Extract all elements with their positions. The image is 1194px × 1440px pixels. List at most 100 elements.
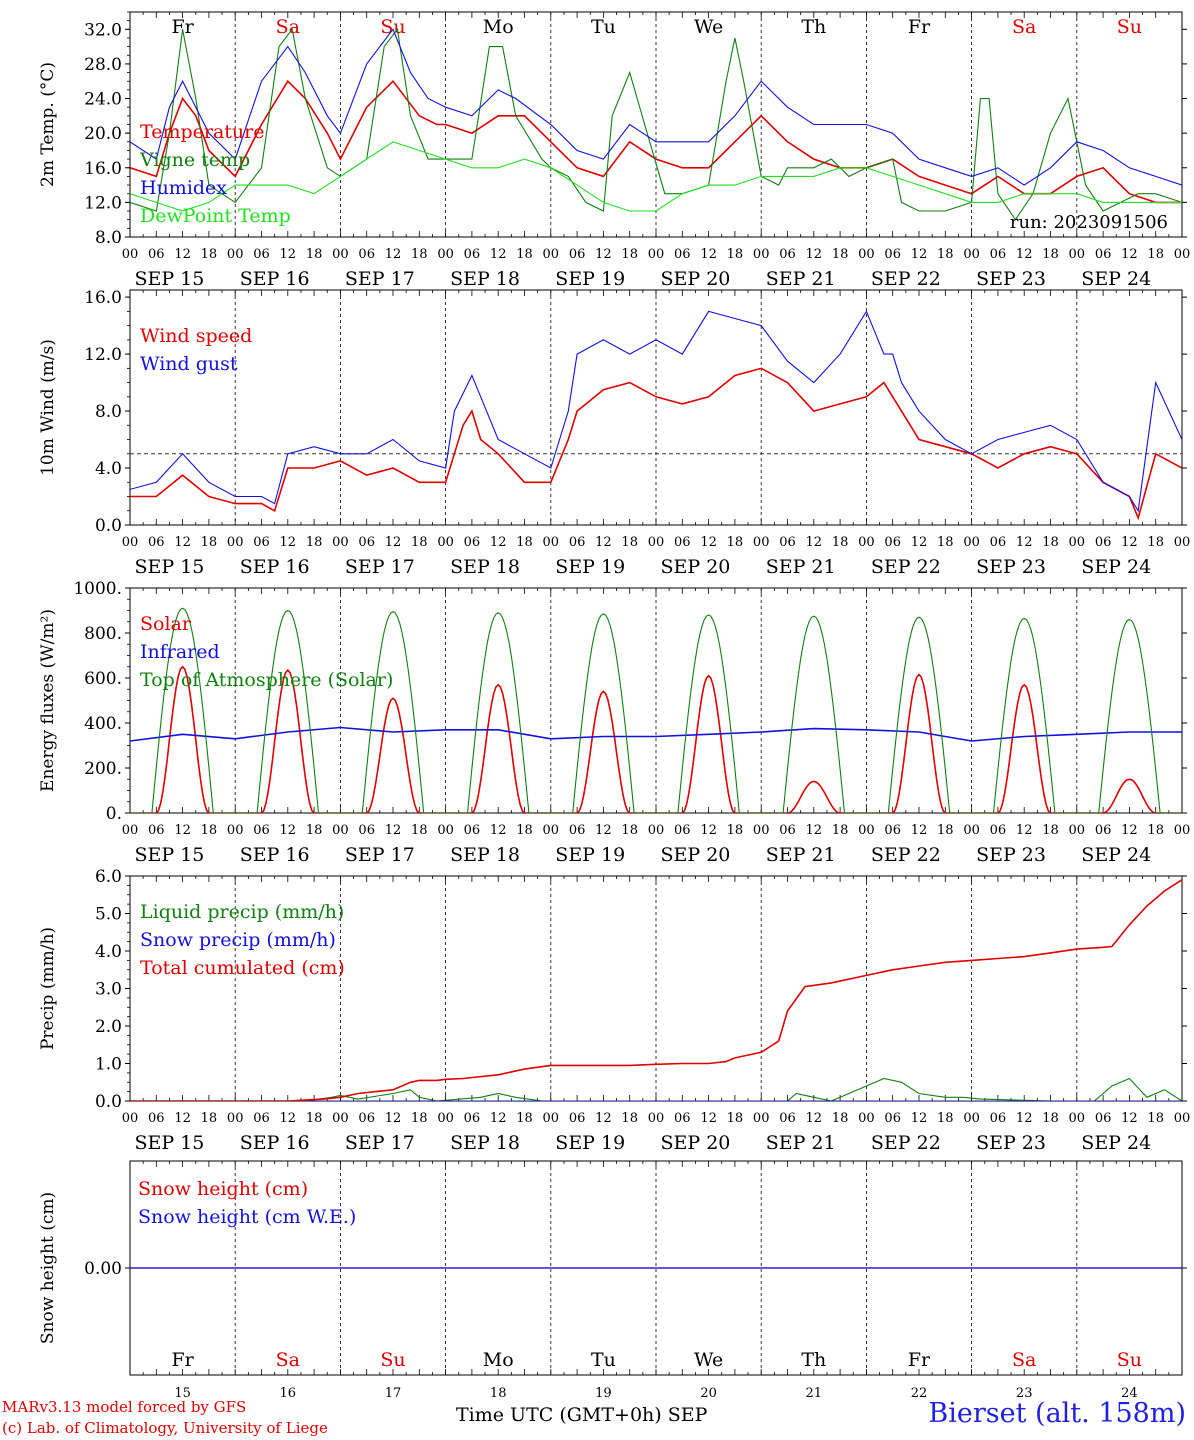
model-credit: MARv3.13 model forced by GFS (2, 1398, 247, 1416)
panel-4: 0.0 1.0 2.0 3.0 4.0 5.0 6.0 Precip (mm/h) 00 06 12… (38, 867, 1190, 1154)
series-line (130, 141, 1182, 212)
hour-label: 06 (674, 247, 691, 262)
series-line (130, 879, 1182, 1101)
hour-label: 06 (990, 535, 1007, 550)
hour-label: 12 (174, 823, 191, 838)
hour-label: 18 (306, 247, 323, 262)
hour-label: 18 (411, 823, 428, 838)
hour-label: 06 (358, 823, 375, 838)
weekday-label: Su (380, 1349, 405, 1371)
hour-label: 12 (174, 1111, 191, 1126)
hour-label: 18 (306, 1111, 323, 1126)
hour-label: 18 (1147, 247, 1164, 262)
hour-label: 18 (516, 535, 533, 550)
hour-label: 18 (411, 247, 428, 262)
hour-label: 00 (543, 823, 560, 838)
hour-label: 18 (516, 823, 533, 838)
weekday-label: Th (801, 16, 826, 38)
hour-label: 00 (963, 1111, 980, 1126)
hour-label: 18 (1042, 1111, 1059, 1126)
hour-label: 06 (779, 535, 796, 550)
hour-label: 12 (595, 535, 612, 550)
hour-label: 18 (832, 823, 849, 838)
date-label: SEP 22 (871, 1132, 941, 1154)
lab-credit: (c) Lab. of Climatology, University of L… (2, 1419, 328, 1437)
hour-label: 06 (990, 823, 1007, 838)
series-line (130, 1077, 1182, 1101)
hour-label: 12 (490, 1111, 507, 1126)
hour-label: 12 (595, 247, 612, 262)
hour-label: 12 (1016, 823, 1033, 838)
hour-label: 00 (332, 823, 349, 838)
legend-entry: Humidex (140, 177, 227, 199)
hour-label: 12 (174, 535, 191, 550)
y-tick-label: 24.0 (84, 90, 122, 110)
hour-label: 18 (1147, 823, 1164, 838)
hour-label: 18 (1042, 247, 1059, 262)
y-tick-label: 0.0 (95, 1092, 122, 1112)
day-number-label: 24 (1121, 1386, 1138, 1401)
date-label: SEP 22 (871, 268, 941, 290)
hour-label: 06 (253, 1111, 270, 1126)
date-label: SEP 15 (135, 268, 205, 290)
hour-label: 12 (911, 823, 928, 838)
y-tick-label: 20.0 (84, 124, 122, 144)
hour-label: 06 (884, 1111, 901, 1126)
hour-label: 06 (1095, 823, 1112, 838)
day-number-label: 17 (385, 1386, 402, 1401)
hour-label: 06 (464, 535, 481, 550)
legend-entry: Infrared (140, 641, 220, 663)
hour-label: 06 (569, 823, 586, 838)
hour-label: 18 (621, 535, 638, 550)
hour-label: 18 (201, 247, 218, 262)
hour-label: 00 (122, 823, 139, 838)
weekday-label: Su (380, 16, 405, 38)
hour-label: 00 (1069, 535, 1086, 550)
date-label: SEP 20 (661, 268, 731, 290)
date-label: SEP 21 (766, 268, 836, 290)
date-label: SEP 21 (766, 556, 836, 578)
hour-label: 18 (727, 1111, 744, 1126)
hour-label: 12 (385, 823, 402, 838)
hour-label: 00 (753, 823, 770, 838)
hour-label: 06 (779, 1111, 796, 1126)
hour-label: 00 (753, 1111, 770, 1126)
date-label: SEP 15 (135, 1132, 205, 1154)
day-number-label: 22 (911, 1386, 928, 1401)
y-tick-label: 32.0 (84, 20, 122, 40)
legend-entry: Top of Atmosphere (Solar) (140, 669, 393, 691)
hour-label: 18 (1147, 535, 1164, 550)
hour-label: 06 (358, 535, 375, 550)
hour-label: 18 (516, 247, 533, 262)
panel-3: 0. 200. 400. 600. 800. 1000. Energy fluxes (W/… (38, 579, 1190, 866)
y-tick-label: 0.0 (95, 516, 122, 536)
hour-label: 00 (1174, 535, 1191, 550)
date-label: SEP 18 (450, 844, 520, 866)
hour-label: 06 (569, 247, 586, 262)
hour-label: 12 (490, 535, 507, 550)
station-name: Bierset (alt. 158m) (928, 1398, 1186, 1429)
legend-entry: Wind gust (140, 353, 238, 375)
x-axis-month: SEP (667, 1404, 708, 1426)
legend-entry: Liquid precip (mm/h) (140, 901, 344, 923)
hour-label: 06 (1095, 247, 1112, 262)
day-number-label: 23 (1016, 1386, 1033, 1401)
day-number-label: 19 (595, 1386, 612, 1401)
date-label: SEP 20 (661, 844, 731, 866)
hour-label: 00 (227, 823, 244, 838)
series-line (130, 665, 1182, 813)
hour-label: 00 (1174, 247, 1191, 262)
hour-label: 18 (937, 535, 954, 550)
date-label: SEP 21 (766, 1132, 836, 1154)
hour-label: 18 (621, 1111, 638, 1126)
date-label: SEP 22 (871, 844, 941, 866)
hour-label: 12 (806, 823, 823, 838)
legend-entry: Solar (140, 613, 192, 635)
date-label: SEP 16 (240, 268, 310, 290)
date-label: SEP 21 (766, 844, 836, 866)
hour-label: 12 (700, 1111, 717, 1126)
hour-label: 18 (1042, 823, 1059, 838)
hour-label: 12 (1016, 535, 1033, 550)
hour-label: 12 (595, 1111, 612, 1126)
